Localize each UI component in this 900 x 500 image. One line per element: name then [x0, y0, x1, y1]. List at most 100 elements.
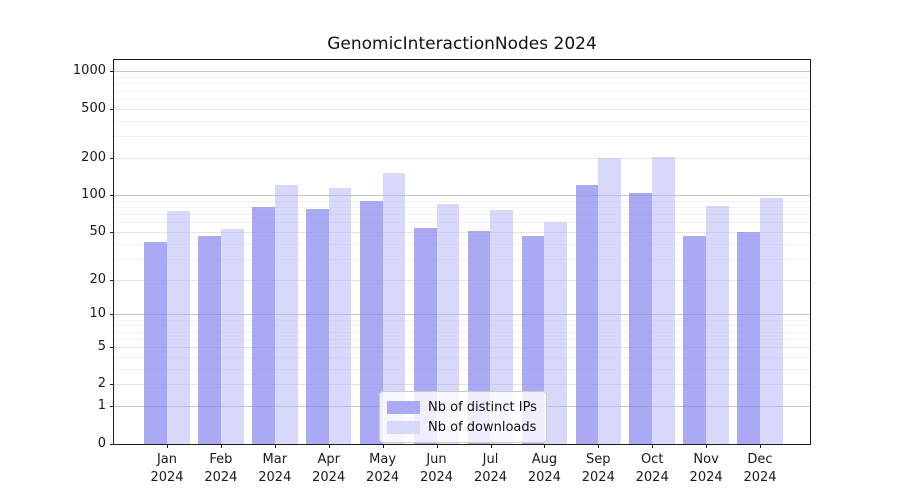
gridline: [114, 384, 810, 386]
x-tick-mark: [490, 444, 492, 448]
gridline: [114, 195, 810, 196]
gridline: [114, 231, 810, 233]
x-tick-label: Apr 2024: [299, 451, 359, 487]
y-tick-mark: [110, 443, 114, 445]
bar-downloads-jun: [436, 203, 460, 444]
y-tick-mark: [110, 195, 114, 196]
bar-downloads-sep: [598, 157, 622, 444]
bar-distinct-ips-jan: [144, 242, 167, 444]
x-tick-mark: [760, 444, 761, 448]
minor-gridline: [114, 338, 810, 340]
x-tick-label: Dec 2024: [730, 451, 790, 487]
y-tick-label: 1: [97, 398, 106, 414]
y-tick-mark: [110, 314, 114, 316]
x-tick-label: Jun 2024: [407, 451, 467, 487]
x-tick-mark: [382, 444, 384, 448]
x-tick-label: Oct 2024: [622, 451, 682, 487]
x-tick-year: 2024: [527, 470, 561, 485]
x-tick-year: 2024: [743, 470, 777, 485]
gridline: [114, 314, 810, 316]
x-tick-month: Jul: [482, 452, 499, 467]
x-tick-month: Oct: [640, 452, 664, 467]
x-tick-year: 2024: [258, 470, 292, 485]
minor-gridline: [114, 98, 810, 100]
gridline: [114, 347, 810, 348]
y-tick-label: 1000: [72, 63, 106, 79]
bar-distinct-ips-oct: [629, 192, 653, 444]
minor-gridline: [114, 331, 810, 333]
x-tick-mark: [167, 444, 168, 448]
x-tick-month: Aug: [531, 452, 558, 467]
bar-downloads-oct: [652, 156, 675, 444]
bar-distinct-ips-mar: [252, 206, 275, 444]
x-tick-year: 2024: [635, 470, 669, 485]
y-tick-label: 20: [89, 271, 106, 287]
x-tick-label: Mar 2024: [245, 451, 305, 487]
minor-gridline: [114, 356, 810, 358]
x-tick-year: 2024: [689, 470, 723, 485]
minor-gridline: [114, 120, 810, 122]
x-tick-label: Jul 2024: [461, 451, 521, 487]
y-tick-mark: [110, 157, 114, 159]
legend-label-downloads: Nb of downloads: [428, 419, 537, 435]
x-tick-year: 2024: [419, 470, 454, 485]
bar-distinct-ips-may: [359, 200, 383, 444]
x-tick-label: Feb 2024: [191, 451, 251, 487]
legend: Nb of distinct IPs Nb of downloads: [379, 391, 547, 443]
x-tick-month: Apr: [317, 452, 340, 467]
x-tick-month: Sep: [586, 452, 611, 467]
minor-gridline: [114, 90, 810, 92]
legend-swatch-distinct-ips-icon: [387, 400, 420, 414]
y-tick-mark: [110, 347, 114, 348]
bar-downloads-nov: [706, 206, 729, 444]
x-tick-month: Jan: [156, 452, 178, 467]
minor-gridline: [114, 213, 810, 215]
x-tick-mark: [652, 444, 654, 448]
bar-downloads-jan: [167, 211, 190, 444]
legend-item-downloads: Nb of downloads: [387, 417, 537, 437]
x-tick-label: Nov 2024: [676, 451, 736, 487]
x-tick-mark: [328, 444, 330, 448]
minor-gridline: [114, 200, 810, 202]
legend-swatch-downloads-icon: [387, 420, 420, 434]
y-tick-mark: [110, 231, 114, 233]
x-tick-month: Mar: [262, 452, 288, 467]
x-tick-mark: [436, 444, 438, 448]
minor-gridline: [114, 258, 810, 260]
bar-distinct-ips-sep: [575, 185, 599, 444]
chart-title: GenomicInteractionNodes 2024: [327, 34, 597, 54]
x-tick-mark: [706, 444, 708, 448]
y-tick-mark: [110, 406, 114, 408]
y-tick-mark: [110, 279, 114, 281]
gridline: [114, 71, 810, 73]
bar-downloads-dec: [760, 197, 783, 444]
minor-gridline: [114, 77, 810, 79]
bar-downloads-may: [382, 173, 406, 444]
y-tick-label: 5: [97, 339, 106, 354]
bar-downloads-aug: [544, 222, 568, 444]
minor-gridline: [114, 136, 810, 138]
minor-gridline: [114, 319, 810, 321]
y-tick-label: 10: [89, 306, 106, 322]
minor-gridline: [114, 206, 810, 208]
y-tick-label: 50: [89, 223, 106, 239]
x-tick-year: 2024: [150, 470, 184, 485]
y-tick-label: 500: [81, 100, 106, 116]
legend-label-distinct-ips: Nb of distinct IPs: [428, 399, 537, 415]
bar-downloads-apr: [328, 188, 352, 444]
x-tick-year: 2024: [473, 470, 508, 485]
y-tick-mark: [110, 384, 114, 386]
x-tick-label: May 2024: [353, 451, 413, 487]
x-tick-year: 2024: [204, 470, 238, 485]
bar-distinct-ips-nov: [683, 236, 707, 444]
bar-distinct-ips-jul: [467, 230, 491, 444]
x-tick-mark: [544, 444, 546, 448]
minor-gridline: [114, 83, 810, 85]
x-tick-label: Jan 2024: [137, 451, 197, 487]
x-tick-month: Feb: [209, 452, 233, 467]
x-tick-month: Nov: [693, 452, 719, 467]
bar-downloads-mar: [274, 185, 298, 444]
y-tick-mark: [110, 71, 114, 73]
x-tick-mark: [274, 444, 276, 448]
x-tick-month: Jun: [426, 452, 447, 467]
